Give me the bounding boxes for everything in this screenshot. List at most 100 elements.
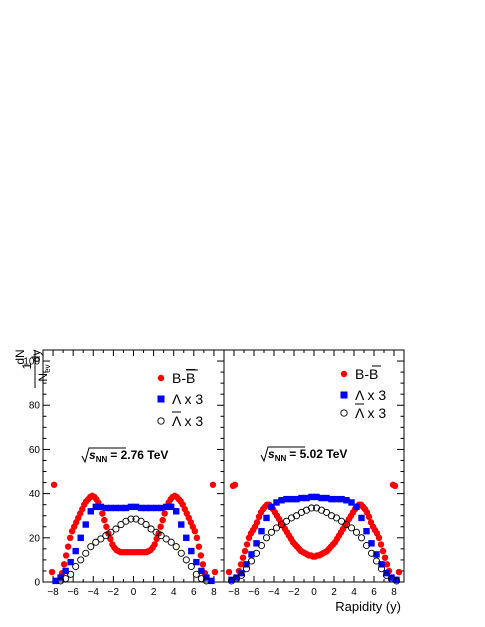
left-legend-label-bb: B-B	[172, 370, 195, 386]
data-point-antilambda	[267, 528, 276, 536]
data-point-lambda	[273, 499, 280, 506]
data-point-antilambda	[357, 534, 366, 542]
data-point-lambda	[62, 567, 69, 575]
data-point-bb	[239, 554, 247, 561]
data-point-antilambda	[272, 524, 281, 532]
data-point-bb	[395, 568, 403, 576]
data-point-antilambda	[367, 549, 376, 557]
data-point-lambda	[97, 503, 105, 511]
left-panel: 0 20 40 60 80 100 −8 −6 −4 −2 0 2 4 6 8 sNN = 2.76 TeV…	[23, 349, 225, 598]
data-point-lambda	[338, 495, 345, 503]
data-point-bb	[66, 534, 74, 542]
data-point-bb	[237, 561, 245, 568]
data-point-lambda	[318, 494, 325, 502]
data-point-lambda	[162, 503, 170, 511]
data-point-lambda	[122, 504, 130, 512]
x-tick-label: 8	[391, 587, 397, 598]
data-point-antilambda	[117, 521, 125, 529]
right-energy-annotation: sNN = 5.02 TeV	[260, 446, 347, 463]
data-point-lambda	[283, 495, 290, 503]
data-point-lambda	[303, 494, 310, 502]
data-point-antilambda	[252, 549, 261, 557]
data-point-lambda	[243, 561, 250, 568]
data-point-lambda	[152, 504, 160, 512]
data-point-lambda	[77, 534, 84, 542]
left-legend: B-B Λ x 3 Λ x 3	[157, 369, 203, 429]
data-point-bb	[153, 535, 160, 543]
data-point-lambda	[388, 574, 395, 581]
data-point-lambda	[368, 540, 375, 547]
data-point-lambda	[263, 514, 270, 522]
data-point-antilambda	[292, 512, 301, 520]
data-point-antilambda	[112, 525, 120, 533]
data-point-lambda	[228, 576, 235, 583]
right-sqrt-sign	[260, 446, 305, 463]
data-point-lambda	[258, 527, 265, 535]
data-point-lambda	[373, 551, 380, 558]
data-point-bb	[60, 561, 68, 568]
x-tick-label: −6	[248, 587, 260, 598]
data-point-lambda	[137, 504, 145, 512]
right-legend-marker-lambda	[340, 391, 348, 399]
data-point-antilambda	[282, 517, 291, 525]
data-point-antilambda	[332, 514, 341, 522]
left-annotation-text: sNN = 2.76 TeV	[89, 448, 168, 464]
data-point-antilambda	[237, 571, 246, 579]
data-point-lambda	[208, 577, 215, 585]
y-label-num-right: dN	[13, 349, 27, 364]
data-point-antilambda	[187, 562, 195, 571]
data-point-antilambda	[62, 575, 70, 583]
data-point-antilambda	[242, 565, 251, 573]
data-point-antilambda	[82, 549, 90, 557]
data-point-lambda	[67, 558, 74, 566]
data-point-lambda	[308, 493, 315, 501]
data-point-lambda	[112, 504, 120, 512]
y-tick-label: 60	[29, 445, 41, 456]
right-legend-label-bb: B-B	[355, 366, 378, 382]
data-point-antilambda	[342, 521, 351, 529]
data-point-bb	[225, 568, 233, 576]
x-tick-label: −2	[288, 587, 300, 598]
data-point-bb	[197, 552, 205, 559]
data-point-bb	[377, 541, 385, 548]
data-point-bb	[209, 481, 217, 488]
data-point-lambda	[117, 504, 125, 512]
left-sqrt-sign	[81, 447, 126, 464]
data-point-lambda	[383, 569, 390, 577]
data-point-bb	[99, 510, 106, 517]
data-point-bb	[199, 561, 207, 568]
data-point-antilambda	[177, 549, 185, 557]
data-point-lambda	[393, 576, 400, 583]
data-point-bb	[391, 482, 399, 490]
left-data-marks	[48, 481, 219, 585]
data-point-bb	[195, 543, 203, 550]
data-point-antilambda	[72, 562, 80, 571]
data-point-antilambda	[97, 535, 105, 543]
y-tick-label: 20	[29, 533, 41, 544]
data-point-antilambda	[92, 538, 100, 546]
x-tick-label: 8	[211, 587, 217, 598]
data-point-lambda	[183, 534, 190, 542]
data-point-antilambda	[202, 577, 210, 585]
data-point-bb	[48, 568, 56, 576]
left-energy-annotation: sNN = 2.76 TeV	[81, 447, 168, 464]
data-point-antilambda	[277, 521, 286, 529]
data-point-bb	[107, 535, 114, 543]
y-label-num-left: 1	[20, 362, 34, 369]
data-point-bb	[211, 568, 219, 576]
data-point-antilambda	[247, 557, 256, 565]
data-point-lambda	[127, 503, 135, 511]
right-annotation-text: sNN = 5.02 TeV	[268, 447, 347, 463]
right-legend-label-antilambda: Λ x 3	[355, 405, 386, 421]
right-legend: B-B Λ x 3 Λ x 3	[340, 365, 386, 421]
data-point-bb	[253, 519, 261, 526]
x-tick-label: 2	[331, 587, 337, 598]
x-axis-label: Rapidity (y)	[335, 599, 401, 614]
data-point-bb	[62, 552, 70, 559]
data-point-lambda	[188, 547, 195, 555]
y-axis-label: 1 Nev dN dy	[13, 349, 52, 388]
data-point-antilambda	[192, 570, 200, 578]
data-point-antilambda	[347, 524, 356, 532]
data-point-lambda	[142, 504, 150, 512]
